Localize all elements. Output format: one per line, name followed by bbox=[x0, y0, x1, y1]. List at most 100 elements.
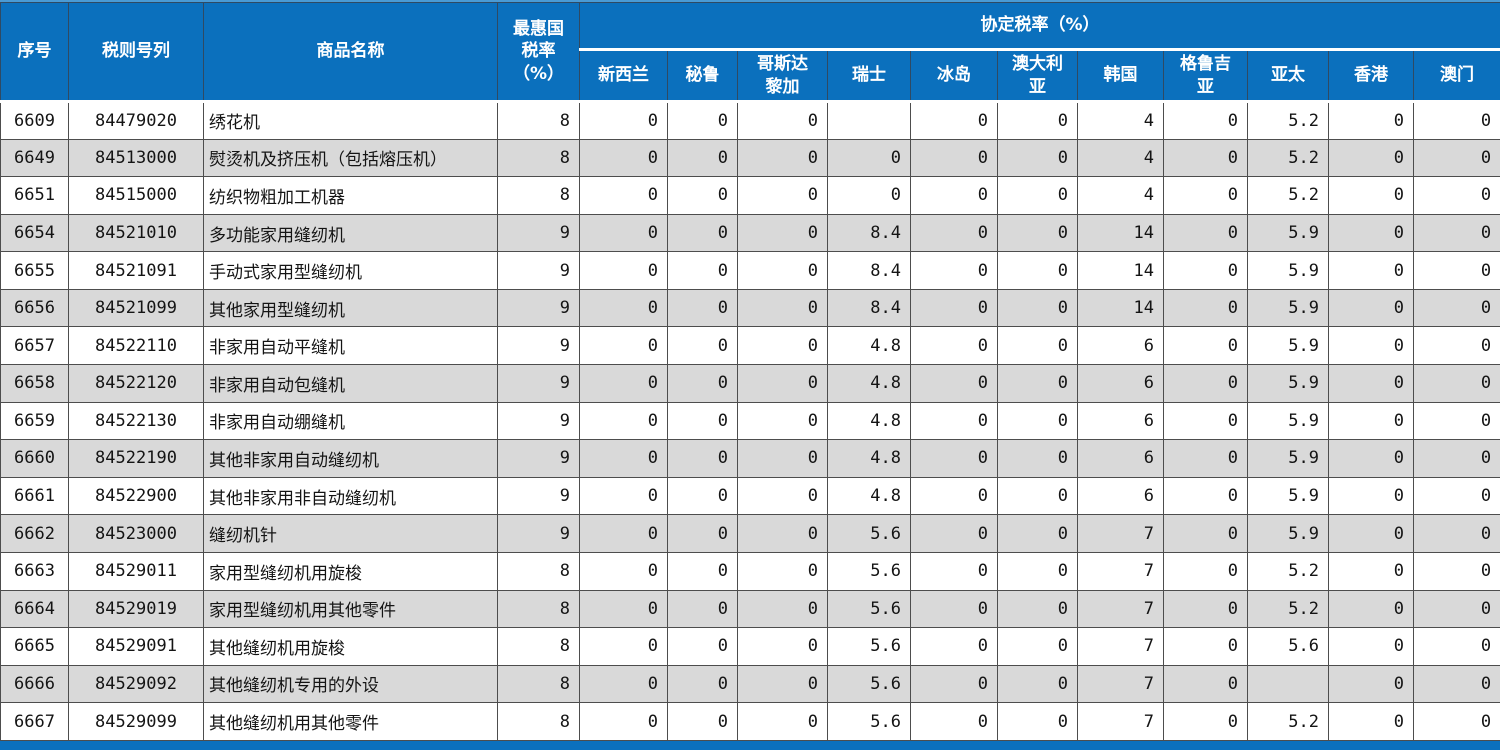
cell-mfn-rate: 9 bbox=[497, 401, 580, 441]
cell-rate: 0 bbox=[737, 627, 828, 666]
cell-seq: 6654 bbox=[0, 213, 69, 253]
cell-rate: 0 bbox=[667, 439, 738, 478]
table-row: 6657 84522110 非家用自动平缝机 9 0 0 0 4.8 0 0 6 0 5.9 0 0 bbox=[0, 326, 1500, 366]
cell-rate: 0 bbox=[910, 514, 998, 553]
cell-rate: 0 bbox=[1412, 589, 1500, 629]
cell-code: 84529099 bbox=[68, 702, 204, 741]
cell-rate: 0 bbox=[579, 138, 668, 178]
cell-rate: 0 bbox=[737, 401, 828, 441]
header-countries-row: 新西兰 秘鲁 哥斯达 黎加 瑞士 冰岛 澳大利 亚韩国 格鲁吉 亚亚太 香港 澳门 bbox=[1, 49, 1500, 103]
cell-rate: 5.6 bbox=[827, 551, 911, 591]
cell-rate: 0 bbox=[579, 627, 668, 666]
cell-rate: 0 bbox=[1328, 439, 1414, 478]
cell-rate: 5.6 bbox=[1247, 627, 1329, 666]
cell-name: 绣花机 bbox=[203, 101, 498, 140]
table-row: 6609 84479020 绣花机 8 0 0 0 0 0 4 0 5.2 0 0 bbox=[0, 101, 1500, 140]
cell-seq: 6666 bbox=[0, 664, 69, 704]
header-name: 商品名称 bbox=[203, 2, 498, 103]
cell-rate: 0 bbox=[1412, 664, 1500, 704]
cell-mfn-rate: 9 bbox=[497, 288, 580, 328]
cell-mfn-rate: 8 bbox=[497, 101, 580, 140]
table-row: 6649 84513000 熨烫机及挤压机（包括熔压机） 8 0 0 0 0 0 0 4 0 5.2 0 0 bbox=[0, 138, 1500, 178]
cell-rate: 4.8 bbox=[827, 326, 911, 366]
cell-rate: 0 bbox=[910, 213, 998, 253]
cell-rate: 0 bbox=[1163, 364, 1248, 403]
cell-rate: 0 bbox=[910, 364, 998, 403]
table-row: 6667 84529099 其他缝纫机用其他零件 8 0 0 0 5.6 0 0 7 0 5.2 0 0 bbox=[0, 702, 1500, 741]
cell-rate: 0 bbox=[1412, 627, 1500, 666]
cell-rate: 0 bbox=[910, 101, 998, 140]
table-row: 6662 84523000 缝纫机针 9 0 0 0 5.6 0 0 7 0 5.9 0 0 bbox=[0, 514, 1500, 553]
cell-rate: 0 bbox=[1163, 514, 1248, 553]
table-row: 6665 84529091 其他缝纫机用旋梭 8 0 0 0 5.6 0 0 7 0 5.6 0 0 bbox=[0, 627, 1500, 666]
table-header: 序号 税则号列 商品名称 最惠国 税率 （%） 协定税率（%） 新西兰 秘鲁 哥斯达… bbox=[0, 2, 1500, 103]
cell-rate: 0 bbox=[1328, 213, 1414, 253]
cell-rate: 0 bbox=[1412, 439, 1500, 478]
header-country: 格鲁吉 亚 bbox=[1163, 49, 1248, 103]
cell-rate: 0 bbox=[1163, 288, 1248, 328]
cell-rate: 0 bbox=[997, 213, 1078, 253]
cell-rate: 0 bbox=[1412, 288, 1500, 328]
cell-rate: 4 bbox=[1077, 138, 1164, 178]
cell-rate: 7 bbox=[1077, 514, 1164, 553]
cell-rate: 8.4 bbox=[827, 288, 911, 328]
cell-rate: 0 bbox=[737, 589, 828, 629]
cell-code: 84529011 bbox=[68, 551, 204, 591]
table-row: 6651 84515000 纺织物粗加工机器 8 0 0 0 0 0 0 4 0 5.2 0 0 bbox=[0, 176, 1500, 215]
cell-rate: 4.8 bbox=[827, 476, 911, 516]
cell-rate: 14 bbox=[1077, 288, 1164, 328]
cell-rate: 0 bbox=[910, 251, 998, 290]
cell-rate: 0 bbox=[737, 138, 828, 178]
cell-rate: 5.9 bbox=[1247, 401, 1329, 441]
cell-rate: 0 bbox=[667, 138, 738, 178]
cell-rate: 0 bbox=[1412, 401, 1500, 441]
cell-rate: 14 bbox=[1077, 251, 1164, 290]
cell-rate: 0 bbox=[737, 364, 828, 403]
cell-rate: 0 bbox=[737, 101, 828, 140]
cell-rate: 5.9 bbox=[1247, 476, 1329, 516]
cell-mfn-rate: 9 bbox=[497, 476, 580, 516]
cell-rate: 5.9 bbox=[1247, 213, 1329, 253]
cell-rate: 5.9 bbox=[1247, 514, 1329, 553]
cell-name: 家用型缝纫机用其他零件 bbox=[203, 589, 498, 629]
cell-rate: 0 bbox=[1163, 551, 1248, 591]
header-code: 税则号列 bbox=[68, 2, 204, 103]
cell-rate: 6 bbox=[1077, 326, 1164, 366]
cell-rate: 0 bbox=[1412, 251, 1500, 290]
cell-rate: 0 bbox=[667, 251, 738, 290]
cell-rate: 0 bbox=[737, 476, 828, 516]
cell-rate: 0 bbox=[910, 439, 998, 478]
cell-seq: 6663 bbox=[0, 551, 69, 591]
cell-rate: 0 bbox=[1163, 176, 1248, 215]
cell-rate: 0 bbox=[579, 213, 668, 253]
cell-rate: 0 bbox=[1412, 213, 1500, 253]
cell-code: 84521010 bbox=[68, 213, 204, 253]
cell-rate: 0 bbox=[827, 138, 911, 178]
cell-code: 84522130 bbox=[68, 401, 204, 441]
cell-rate: 6 bbox=[1077, 364, 1164, 403]
cell-rate: 4 bbox=[1077, 101, 1164, 140]
cell-rate: 0 bbox=[1163, 702, 1248, 741]
cell-rate: 0 bbox=[910, 288, 998, 328]
cell-mfn-rate: 8 bbox=[497, 589, 580, 629]
cell-rate: 0 bbox=[997, 401, 1078, 441]
table-row: 6659 84522130 非家用自动绷缝机 9 0 0 0 4.8 0 0 6 0 5.9 0 0 bbox=[0, 401, 1500, 441]
cell-rate: 0 bbox=[1328, 514, 1414, 553]
header-country: 新西兰 bbox=[579, 49, 668, 103]
cell-rate: 0 bbox=[1328, 551, 1414, 591]
cell-name: 其他家用型缝纫机 bbox=[203, 288, 498, 328]
cell-name: 多功能家用缝纫机 bbox=[203, 213, 498, 253]
cell-mfn-rate: 9 bbox=[497, 514, 580, 553]
header-seq: 序号 bbox=[0, 2, 69, 103]
cell-name: 其他缝纫机用其他零件 bbox=[203, 702, 498, 741]
cell-rate: 0 bbox=[910, 702, 998, 741]
cell-rate: 0 bbox=[997, 326, 1078, 366]
cell-rate: 5.2 bbox=[1247, 138, 1329, 178]
cell-rate: 0 bbox=[1328, 288, 1414, 328]
cell-rate: 0 bbox=[737, 176, 828, 215]
cell-rate: 0 bbox=[1163, 251, 1248, 290]
cell-rate: 4.8 bbox=[827, 401, 911, 441]
cell-rate: 0 bbox=[1412, 364, 1500, 403]
